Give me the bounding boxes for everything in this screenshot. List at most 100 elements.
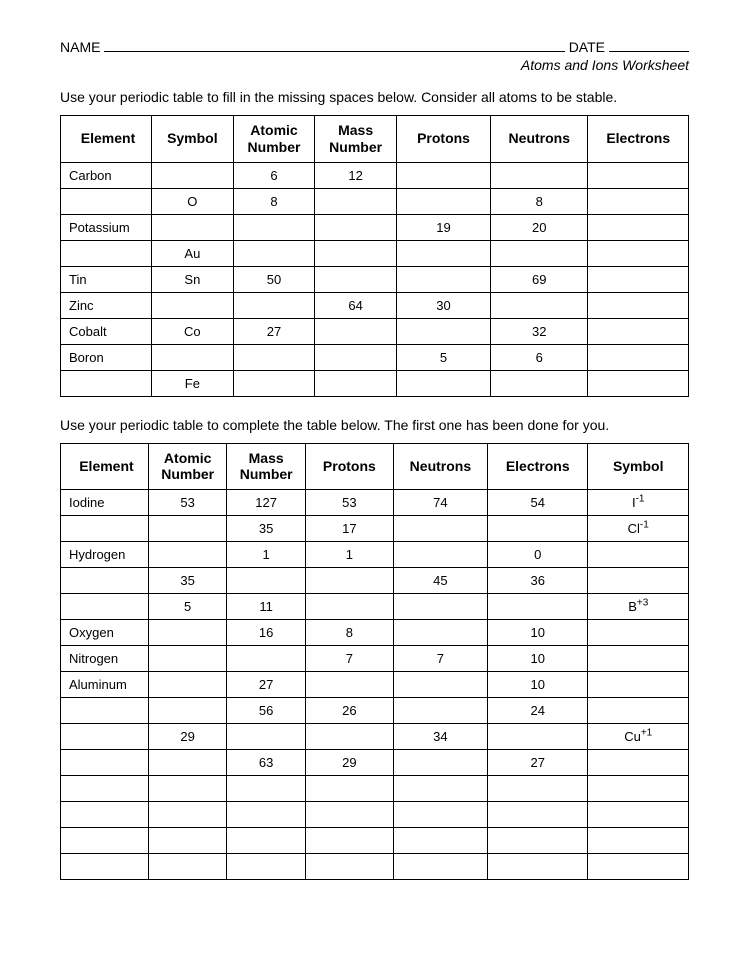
col-mass-number: MassNumber (315, 116, 397, 163)
table-cell: 11 (227, 594, 306, 620)
table-row: Nitrogen7710 (61, 646, 689, 672)
table-cell (588, 292, 689, 318)
table-row: Potassium1920 (61, 214, 689, 240)
table-cell (393, 776, 487, 802)
table-cell (233, 344, 315, 370)
table-cell: 27 (488, 750, 588, 776)
table-cell: Hydrogen (61, 542, 149, 568)
table-cell: 16 (227, 620, 306, 646)
table-row: Fe (61, 370, 689, 396)
table-cell (148, 802, 227, 828)
table-cell (393, 802, 487, 828)
table-cell: Zinc (61, 292, 152, 318)
table-header-row: Element Symbol AtomicNumber MassNumber P… (61, 116, 689, 163)
table-cell: 36 (488, 568, 588, 594)
table-cell (396, 370, 490, 396)
table-row: Zinc 6430 (61, 292, 689, 318)
table-cell (315, 266, 397, 292)
table-cell (305, 568, 393, 594)
table-cell (588, 370, 689, 396)
table-cell (152, 344, 234, 370)
table-cell (393, 698, 487, 724)
table-cell (61, 776, 149, 802)
worksheet-subtitle: Atoms and Ions Worksheet (60, 57, 689, 73)
table-cell (488, 724, 588, 750)
table-cell (588, 162, 689, 188)
table-cell: 64 (315, 292, 397, 318)
table-cell (233, 292, 315, 318)
table-row: Boron56 (61, 344, 689, 370)
table-cell (152, 214, 234, 240)
col-atomic-number: AtomicNumber (233, 116, 315, 163)
table-row (61, 802, 689, 828)
table-cell: Co (152, 318, 234, 344)
table-cell: Carbon (61, 162, 152, 188)
table-cell (61, 854, 149, 880)
table-cell: 10 (488, 646, 588, 672)
table-cell: 8 (305, 620, 393, 646)
name-label: NAME (60, 39, 100, 55)
table-row: 562624 (61, 698, 689, 724)
table-cell: 35 (148, 568, 227, 594)
table-cell: 53 (305, 490, 393, 516)
table-cell (588, 344, 689, 370)
table-cell (305, 802, 393, 828)
table-row (61, 828, 689, 854)
table-cell: 20 (491, 214, 588, 240)
table-cell (148, 828, 227, 854)
table-cell: Fe (152, 370, 234, 396)
table-cell (61, 188, 152, 214)
table-row: 354536 (61, 568, 689, 594)
table-cell (315, 318, 397, 344)
table-cell: 0 (488, 542, 588, 568)
atoms-table: Element Symbol AtomicNumber MassNumber P… (60, 115, 689, 397)
table-cell (488, 594, 588, 620)
table-cell: Iodine (61, 490, 149, 516)
col-symbol: Symbol (152, 116, 234, 163)
table-cell (588, 854, 689, 880)
table-cell (61, 240, 152, 266)
table-cell (152, 292, 234, 318)
table-cell (393, 542, 487, 568)
date-label: DATE (569, 39, 605, 55)
col-neutrons: Neutrons (393, 443, 487, 490)
col-neutrons: Neutrons (491, 116, 588, 163)
table-row: TinSn5069 (61, 266, 689, 292)
col-atomic-number: AtomicNumber (148, 443, 227, 490)
col-element: Element (61, 443, 149, 490)
table-cell (148, 542, 227, 568)
table-header-row: Element AtomicNumber MassNumber Protons … (61, 443, 689, 490)
table-row: Au (61, 240, 689, 266)
table-cell: I-1 (588, 490, 689, 516)
table-cell (227, 802, 306, 828)
table-cell: 10 (488, 620, 588, 646)
table-row (61, 854, 689, 880)
table-cell: B+3 (588, 594, 689, 620)
table-cell: 8 (491, 188, 588, 214)
table-row: 3517Cl-1 (61, 516, 689, 542)
table-cell (227, 776, 306, 802)
col-protons: Protons (396, 116, 490, 163)
table-cell (61, 802, 149, 828)
table-cell (148, 620, 227, 646)
table-cell: 12 (315, 162, 397, 188)
table-cell: 5 (396, 344, 490, 370)
table-cell (315, 240, 397, 266)
table-cell: 50 (233, 266, 315, 292)
table-cell: 127 (227, 490, 306, 516)
table-cell: 30 (396, 292, 490, 318)
table-cell (148, 516, 227, 542)
table-cell (491, 162, 588, 188)
table-cell: 27 (227, 672, 306, 698)
table-cell (396, 318, 490, 344)
ions-table: Element AtomicNumber MassNumber Protons … (60, 443, 689, 881)
table-cell: 17 (305, 516, 393, 542)
table-cell (233, 240, 315, 266)
table-cell: 35 (227, 516, 306, 542)
table-cell (148, 750, 227, 776)
table-cell: 7 (305, 646, 393, 672)
table-cell (488, 854, 588, 880)
table-cell (588, 672, 689, 698)
col-protons: Protons (305, 443, 393, 490)
table-cell (227, 568, 306, 594)
